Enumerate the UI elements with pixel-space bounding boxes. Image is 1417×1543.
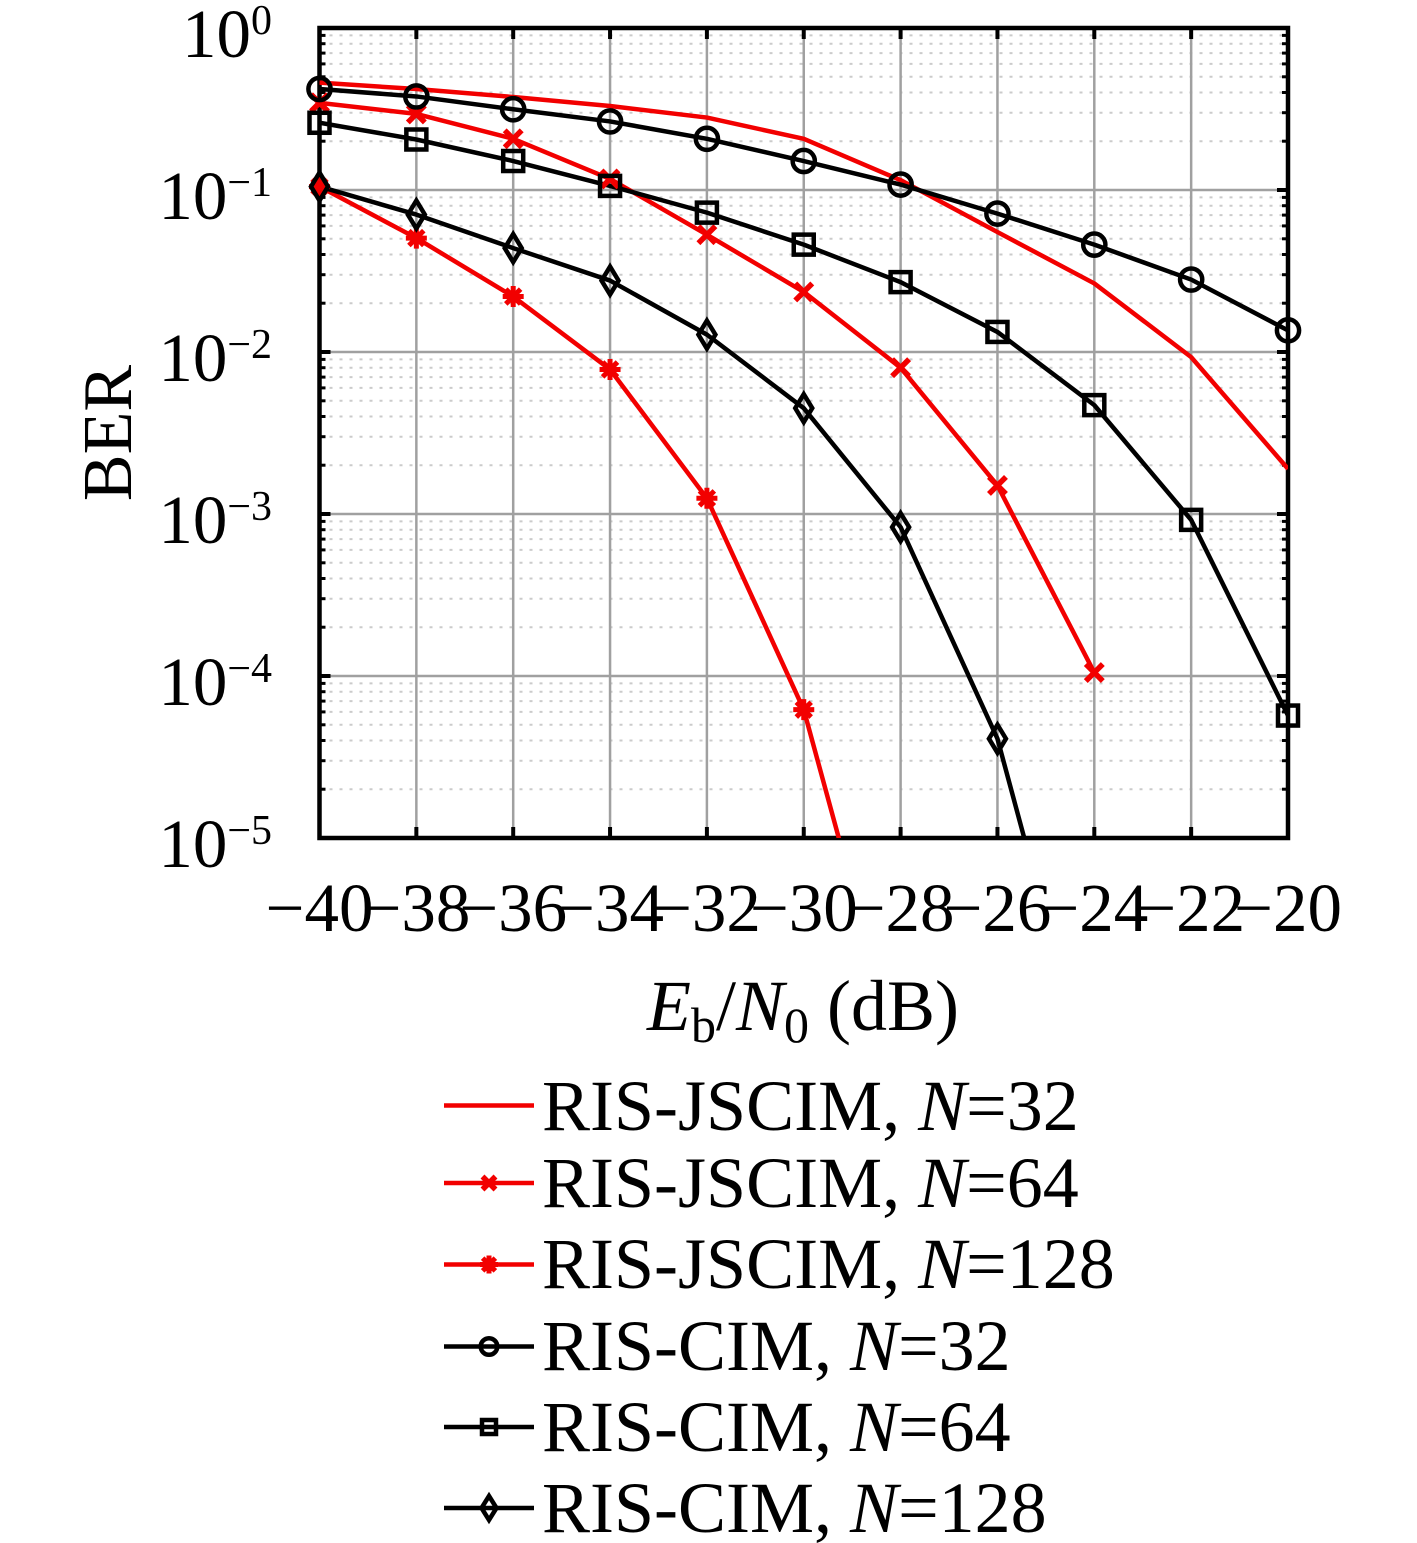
svg-text:−36: −36 — [459, 870, 567, 946]
svg-text:BER: BER — [70, 365, 147, 501]
svg-text:−40: −40 — [266, 870, 374, 946]
svg-text:10−1: 10−1 — [158, 158, 272, 234]
svg-text:RIS-CIM, N=64: RIS-CIM, N=64 — [542, 1387, 1011, 1467]
svg-text:−32: −32 — [653, 870, 761, 946]
svg-text:RIS-JSCIM, N=64: RIS-JSCIM, N=64 — [542, 1143, 1079, 1223]
svg-text:RIS-CIM, N=32: RIS-CIM, N=32 — [542, 1306, 1011, 1386]
svg-text:RIS-CIM, N=128: RIS-CIM, N=128 — [542, 1468, 1047, 1543]
svg-text:−26: −26 — [943, 870, 1051, 946]
svg-text:100: 100 — [182, 0, 272, 72]
svg-text:−30: −30 — [750, 870, 858, 946]
svg-text:Eb/N0 (dB): Eb/N0 (dB) — [646, 966, 959, 1053]
svg-text:−28: −28 — [847, 870, 955, 946]
svg-text:−38: −38 — [362, 870, 470, 946]
svg-text:−20: −20 — [1234, 870, 1342, 946]
svg-text:−24: −24 — [1040, 870, 1148, 946]
svg-text:−34: −34 — [556, 870, 664, 946]
svg-text:−22: −22 — [1137, 870, 1245, 946]
svg-text:RIS-JSCIM, N=32: RIS-JSCIM, N=32 — [542, 1066, 1079, 1146]
svg-text:RIS-JSCIM, N=128: RIS-JSCIM, N=128 — [542, 1224, 1115, 1304]
